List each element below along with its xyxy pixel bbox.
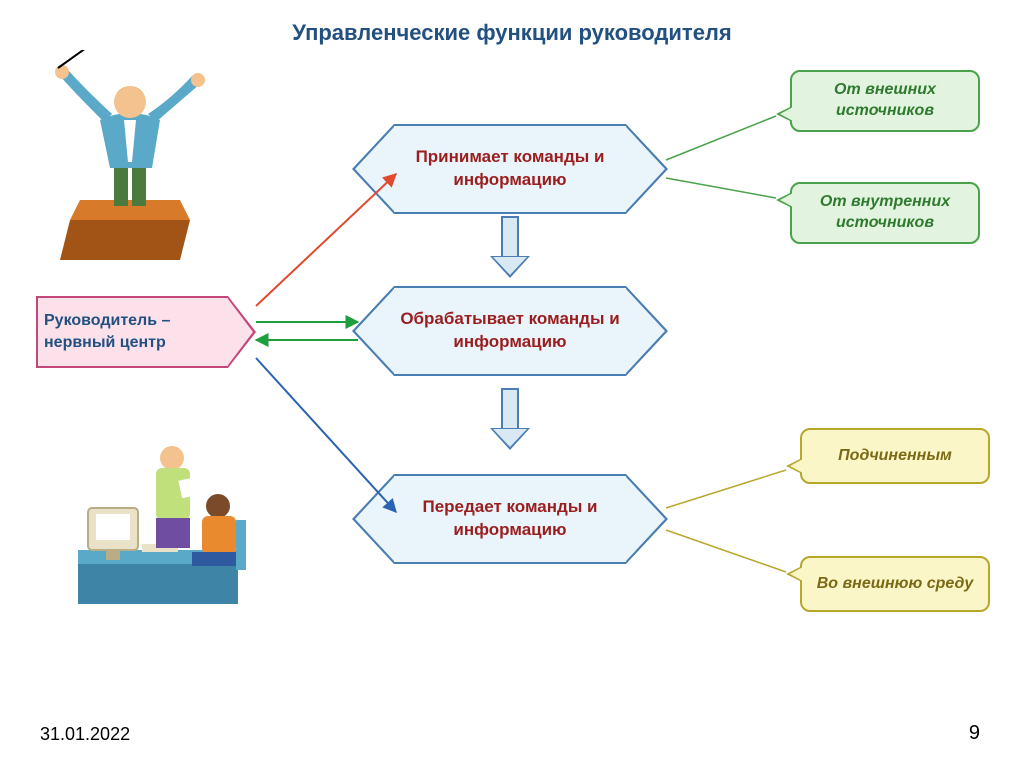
- diagram-stage: Управленческие функции руководителя: [0, 0, 1024, 767]
- callout-external-env: Во внешнюю среду: [800, 556, 990, 612]
- callout-subordinates: Подчиненным: [800, 428, 990, 484]
- callout-internal-sources-label: От внутренних источников: [802, 192, 968, 234]
- callout-external-sources-label: От внешних источников: [802, 80, 968, 122]
- footer-date: 31.01.2022: [40, 724, 130, 745]
- hex-process: Обрабатывает команды и информацию: [352, 286, 668, 376]
- hex-receive: Принимает команды и информацию: [352, 124, 668, 214]
- leader-node-label: Руководитель – нервный центр: [44, 296, 228, 368]
- conductor-illustration: [40, 50, 220, 280]
- hex-receive-label: Принимает команды и информацию: [394, 124, 626, 214]
- footer-page: 9: [969, 722, 980, 745]
- leader-node: Руководитель – нервный центр: [36, 296, 256, 368]
- callout-external-env-label: Во внешнюю среду: [817, 574, 974, 595]
- hex-process-label: Обрабатывает команды и информацию: [394, 286, 626, 376]
- callout-internal-sources: От внутренних источников: [790, 182, 980, 244]
- page-title: Управленческие функции руководителя: [0, 20, 1024, 46]
- arrow-process-to-transmit: [490, 388, 530, 450]
- callout-external-sources: От внешних источников: [790, 70, 980, 132]
- hex-transmit: Передает команды и информацию: [352, 474, 668, 564]
- arrow-receive-to-process: [490, 216, 530, 278]
- callout-subordinates-label: Подчиненным: [838, 446, 952, 467]
- office-illustration: [68, 420, 288, 630]
- hex-transmit-label: Передает команды и информацию: [394, 474, 626, 564]
